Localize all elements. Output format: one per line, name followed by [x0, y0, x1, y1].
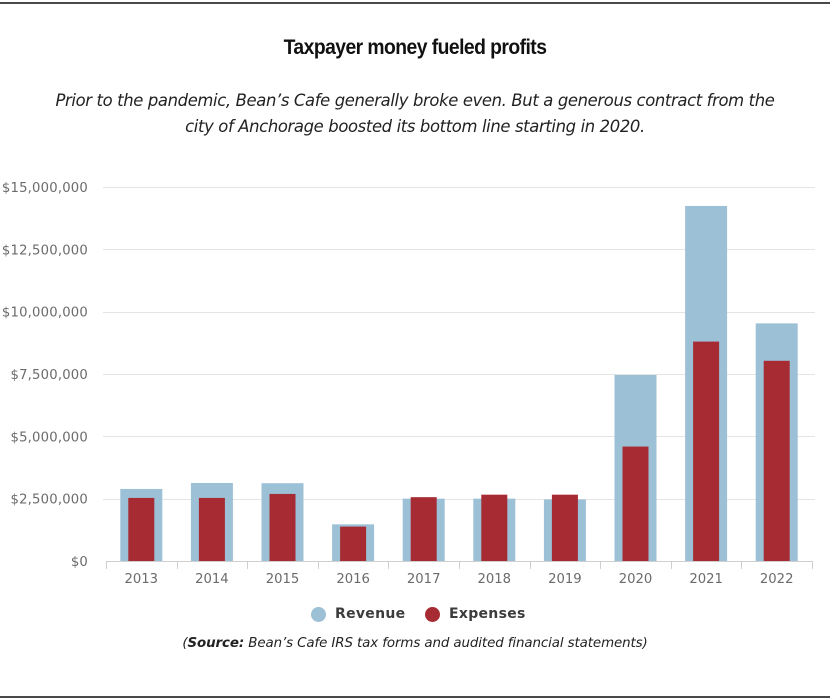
bar-expenses-2021[interactable] — [693, 341, 720, 561]
bar-expenses-2017[interactable] — [410, 497, 437, 561]
x-tick-label: 2018 — [478, 572, 512, 587]
source-text: Bean’s Cafe IRS tax forms and audited fi… — [244, 636, 648, 651]
y-tick-label: $2,500,000 — [10, 493, 88, 508]
x-axis — [106, 561, 813, 569]
bar-expenses-2018[interactable] — [481, 494, 508, 561]
y-tick-label: $0 — [71, 555, 88, 570]
chart-subtitle: Prior to the pandemic, Bean’s Cafe gener… — [0, 88, 830, 140]
bar-expenses-2019[interactable] — [551, 494, 578, 561]
y-tick-label: $10,000,000 — [2, 306, 88, 321]
bar-expenses-2020[interactable] — [622, 446, 649, 561]
bar-expenses-2014[interactable] — [198, 497, 225, 561]
x-tick-label: 2017 — [407, 572, 441, 587]
bar-chart: $0 $2,500,000 $5,000,000 $7,500,000 $10,000,… — [2, 181, 815, 587]
legend-label-expenses: Expenses — [449, 606, 526, 622]
source-note: (Source: Bean’s Cafe IRS tax forms and a… — [0, 636, 830, 651]
bottom-rule — [0, 696, 830, 698]
x-tick-label: 2013 — [125, 572, 159, 587]
top-rule — [0, 2, 830, 4]
x-tick-label: 2022 — [760, 572, 794, 587]
y-tick-label: $12,500,000 — [2, 243, 88, 258]
x-tick-label: 2015 — [266, 572, 300, 587]
bar-expenses-2015[interactable] — [269, 493, 296, 561]
x-tick-label: 2020 — [619, 572, 653, 587]
x-tick-label: 2019 — [548, 572, 582, 587]
bar-expenses-2013[interactable] — [128, 497, 155, 561]
subtitle-line-1: Prior to the pandemic, Bean’s Cafe gener… — [55, 91, 775, 110]
bar-expenses-2022[interactable] — [763, 360, 790, 561]
x-axis-labels: 2013 2014 2015 2016 2017 2018 2019 2020 2021 2022 — [125, 572, 794, 587]
legend-swatch-expenses-icon — [425, 606, 440, 622]
y-tick-label: $5,000,000 — [10, 430, 88, 445]
x-tick-label: 2021 — [689, 572, 723, 587]
source-open-paren: ( — [182, 636, 188, 651]
y-tick-label: $15,000,000 — [2, 181, 88, 196]
legend-label-revenue: Revenue — [335, 606, 406, 622]
legend-item-revenue[interactable]: Revenue — [311, 603, 405, 625]
x-tick-label: 2016 — [336, 572, 370, 587]
x-tick-label: 2014 — [195, 572, 229, 587]
source-label: Source: — [187, 636, 245, 651]
chart-title: Taxpayer money fueled profits — [283, 36, 547, 59]
legend-swatch-revenue-icon — [311, 606, 326, 622]
y-axis-labels: $0 $2,500,000 $5,000,000 $7,500,000 $10,000,… — [2, 181, 88, 570]
subtitle-line-2: city of Anchorage boosted its bottom lin… — [185, 117, 645, 136]
legend-item-expenses[interactable]: Expenses — [425, 603, 526, 625]
bars — [120, 205, 798, 561]
bar-expenses-2016[interactable] — [340, 526, 367, 561]
y-tick-label: $7,500,000 — [10, 368, 88, 383]
legend: Revenue Expenses — [0, 603, 830, 625]
